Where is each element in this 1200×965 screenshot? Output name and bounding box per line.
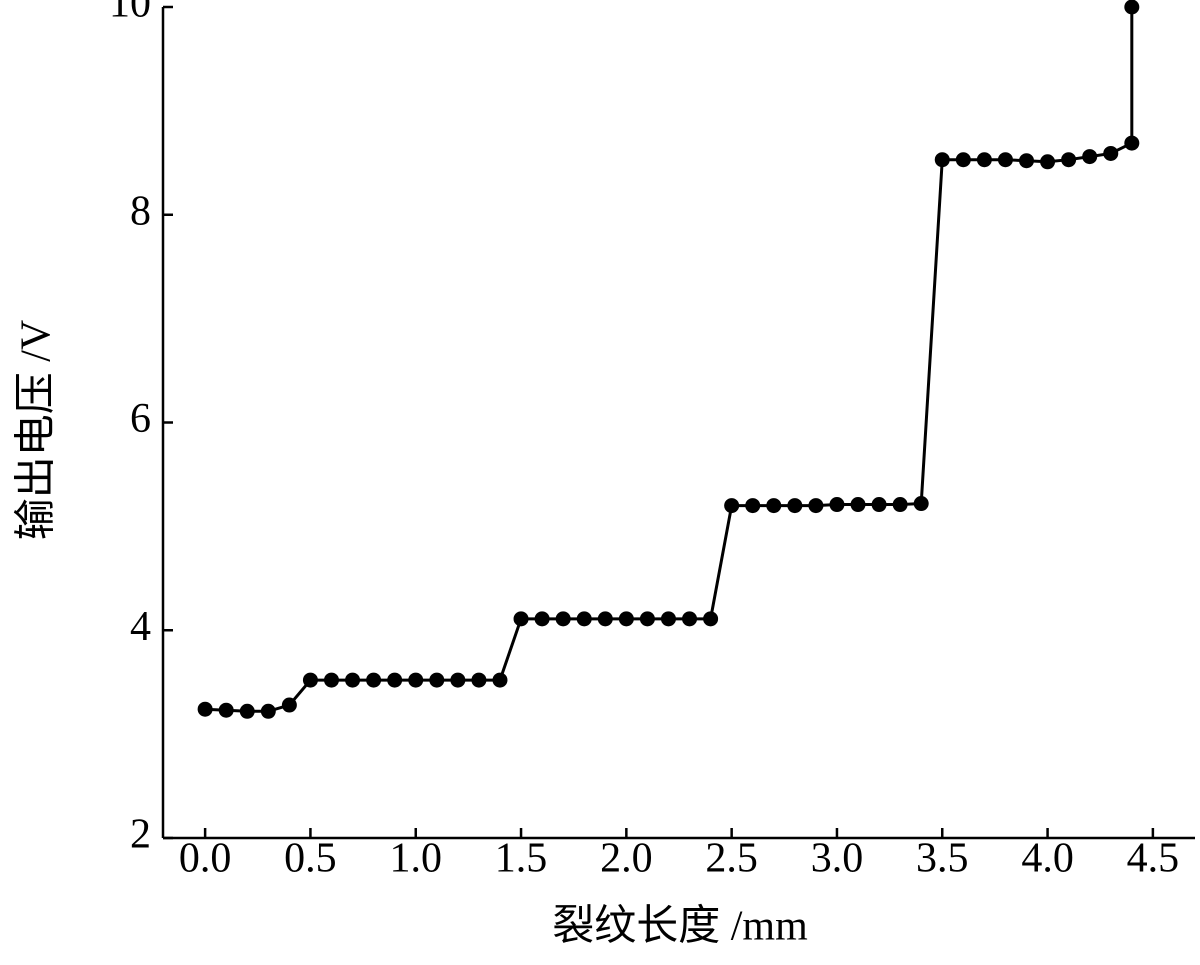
data-point xyxy=(576,611,592,627)
data-point xyxy=(302,672,318,688)
x-tick-label: 0.0 xyxy=(179,836,232,882)
data-point xyxy=(766,498,782,514)
x-tick-label: 3.5 xyxy=(916,836,969,882)
y-tick-label: 10 xyxy=(109,0,151,27)
data-point xyxy=(850,497,866,513)
data-point xyxy=(513,611,529,627)
data-point xyxy=(1061,152,1077,168)
x-axis-label: 裂纹长度 /mm xyxy=(552,904,808,950)
data-point xyxy=(597,611,613,627)
data-point xyxy=(197,701,213,717)
data-point xyxy=(408,672,424,688)
data-point xyxy=(1082,149,1098,165)
data-point xyxy=(682,611,698,627)
x-tick-label: 3.0 xyxy=(811,836,864,882)
data-point xyxy=(913,496,929,512)
data-point xyxy=(218,702,234,718)
data-point xyxy=(345,672,361,688)
data-point xyxy=(429,672,445,688)
data-point xyxy=(450,672,466,688)
y-tick-label: 2 xyxy=(130,812,151,858)
x-tick-label: 4.5 xyxy=(1127,836,1180,882)
data-line xyxy=(205,7,1134,713)
data-point xyxy=(639,611,655,627)
data-point xyxy=(787,498,803,514)
x-tick-label: 1.0 xyxy=(389,836,442,882)
data-point xyxy=(260,703,276,719)
data-point xyxy=(618,611,634,627)
data-point xyxy=(1124,0,1140,15)
data-point xyxy=(281,697,297,713)
data-point xyxy=(534,611,550,627)
data-point xyxy=(871,497,887,513)
y-tick-label: 8 xyxy=(130,188,151,234)
y-tick-label: 6 xyxy=(130,396,151,442)
data-point xyxy=(955,152,971,168)
data-point xyxy=(829,497,845,513)
x-tick-label: 1.5 xyxy=(495,836,548,882)
data-point xyxy=(808,498,824,514)
data-point xyxy=(997,152,1013,168)
data-point xyxy=(323,672,339,688)
data-point xyxy=(1124,135,1140,151)
x-tick-label: 2.0 xyxy=(600,836,653,882)
x-tick-label: 0.5 xyxy=(284,836,337,882)
data-point xyxy=(1040,154,1056,170)
data-point xyxy=(471,672,487,688)
data-point xyxy=(1103,145,1119,161)
data-point xyxy=(934,152,950,168)
y-axis-label: 输出电压 /V xyxy=(14,320,60,541)
data-point xyxy=(1019,153,1035,169)
y-tick-label: 4 xyxy=(130,604,151,650)
data-point xyxy=(976,152,992,168)
data-point xyxy=(892,497,908,513)
data-point xyxy=(555,611,571,627)
data-point xyxy=(660,611,676,627)
data-point xyxy=(724,498,740,514)
data-point xyxy=(492,672,508,688)
data-point xyxy=(703,611,719,627)
data-point xyxy=(387,672,403,688)
x-tick-label: 2.5 xyxy=(705,836,758,882)
data-point xyxy=(239,703,255,719)
x-tick-label: 4.0 xyxy=(1021,836,1074,882)
data-point xyxy=(366,672,382,688)
data-point xyxy=(745,498,761,514)
